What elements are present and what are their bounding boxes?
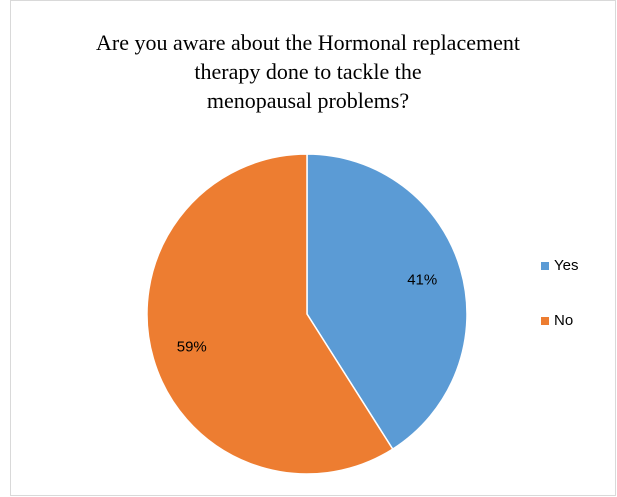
chart-title: Are you aware about the Hormonal replace… (96, 30, 520, 55)
legend-label: Yes (554, 257, 578, 274)
chart-title: menopausal problems? (207, 88, 409, 113)
data-label: 41% (407, 271, 437, 288)
legend-label: No (554, 312, 573, 329)
data-label: 59% (177, 338, 207, 355)
legend-swatch (541, 317, 549, 325)
pie-slice (306, 153, 468, 451)
pie-slice (146, 153, 394, 475)
chart-title: therapy done to tackle the (194, 59, 421, 84)
legend-swatch (541, 262, 549, 270)
